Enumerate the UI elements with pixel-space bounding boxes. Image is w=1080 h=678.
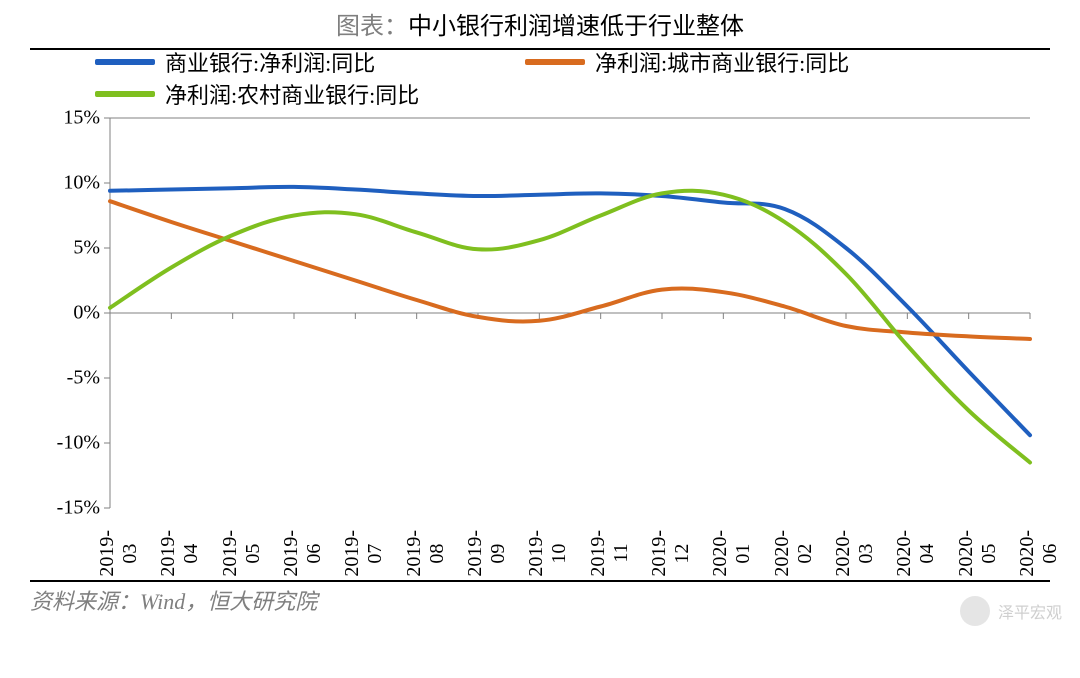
watermark: 泽平宏观 — [960, 596, 1062, 626]
watermark-logo-icon — [960, 596, 990, 626]
legend-label: 净利润:农村商业银行:同比 — [165, 78, 419, 110]
bottom-rule — [30, 580, 1050, 582]
plot-area: -15%-10%-5%0%5%10%15%2019-032019-042019-… — [30, 118, 1050, 558]
legend-swatch-icon — [95, 91, 155, 97]
legend-item: 净利润:农村商业银行:同比 — [95, 78, 525, 110]
legend-item: 商业银行:净利润:同比 — [95, 46, 525, 78]
watermark-text: 泽平宏观 — [998, 599, 1062, 623]
legend-label: 净利润:城市商业银行:同比 — [595, 46, 849, 78]
series-line — [110, 191, 1030, 463]
series-line — [110, 201, 1030, 339]
chart-figure: 图表：中小银行利润增速低于行业整体 商业银行:净利润:同比 净利润:城市商业银行:… — [0, 0, 1080, 644]
series-line — [110, 187, 1030, 435]
chart-title: 图表：中小银行利润增速低于行业整体 — [0, 6, 1080, 41]
title-prefix: 图表： — [336, 14, 408, 40]
title-text: 中小银行利润增速低于行业整体 — [408, 14, 744, 40]
source-text: 资料来源：Wind，恒大研究院 — [30, 584, 317, 616]
legend-label: 商业银行:净利润:同比 — [165, 46, 375, 78]
legend-item: 净利润:城市商业银行:同比 — [525, 46, 955, 78]
legend-swatch-icon — [525, 59, 585, 65]
legend-swatch-icon — [95, 59, 155, 65]
legend: 商业银行:净利润:同比 净利润:城市商业银行:同比净利润:农村商业银行:同比 — [95, 46, 1020, 110]
